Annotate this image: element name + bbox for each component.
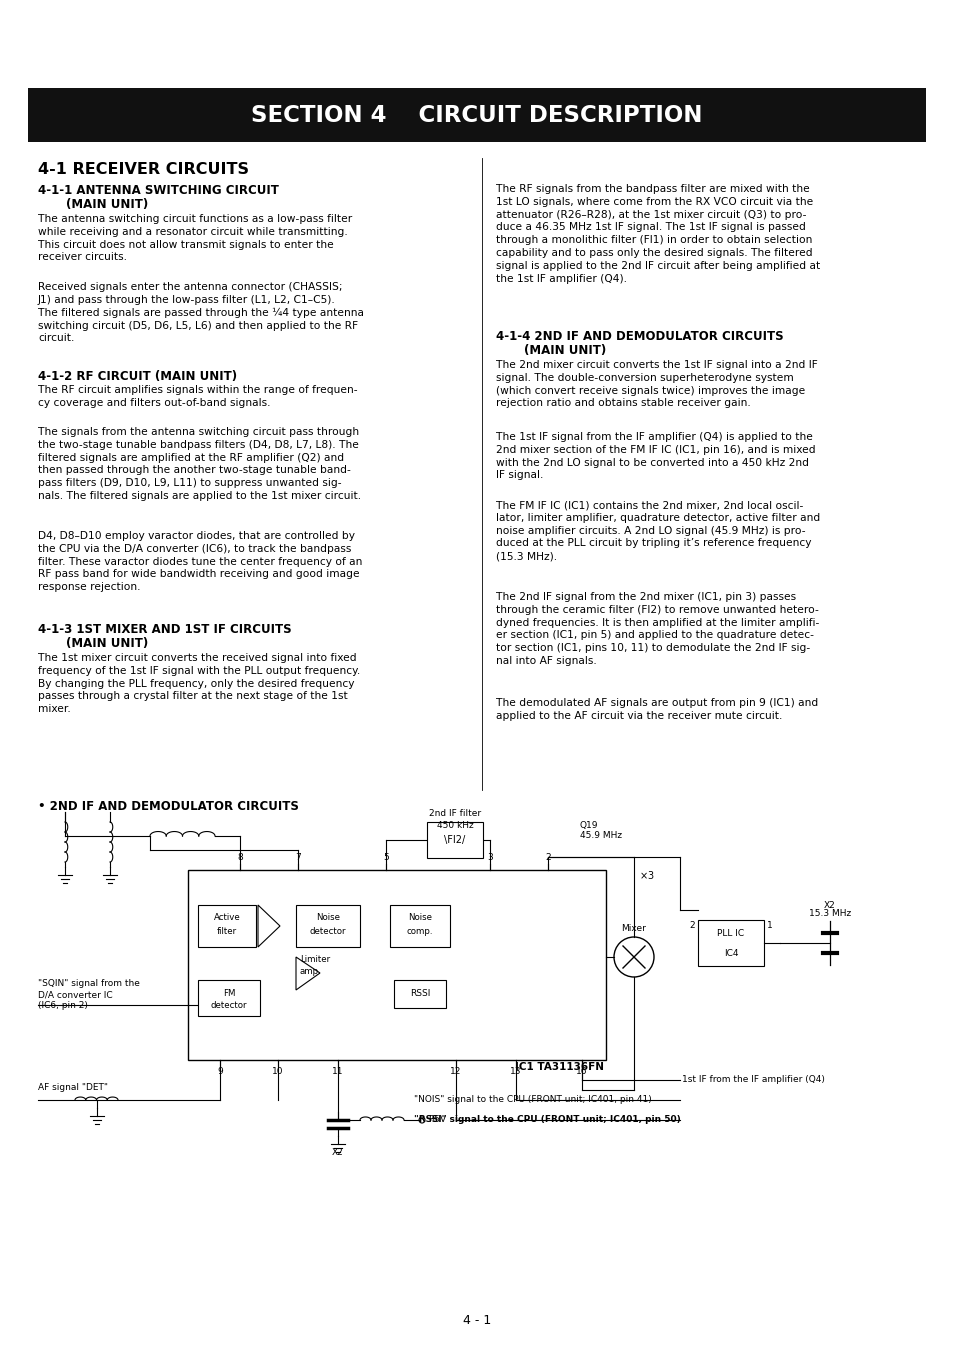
Text: The RF signals from the bandpass filter are mixed with the
1st LO signals, where: The RF signals from the bandpass filter … [496,184,820,284]
Text: 9: 9 [217,1067,223,1075]
Text: PLL IC: PLL IC [717,929,743,939]
Text: Noise: Noise [315,913,339,923]
Text: Noise: Noise [408,913,432,923]
Text: The 1st mixer circuit converts the received signal into fixed
frequency of the 1: The 1st mixer circuit converts the recei… [38,653,360,715]
Text: 5: 5 [383,852,389,862]
Text: 4-1-2 RF CIRCUIT (MAIN UNIT): 4-1-2 RF CIRCUIT (MAIN UNIT) [38,370,237,382]
Text: 1st IF from the IF amplifier (Q4): 1st IF from the IF amplifier (Q4) [681,1075,824,1085]
Text: The demodulated AF signals are output from pin 9 (IC1) and
applied to the AF cir: The demodulated AF signals are output fr… [496,698,818,721]
Text: 1: 1 [766,920,772,929]
Text: 8: 8 [237,852,243,862]
Text: 4-1-3 1ST MIXER AND 1ST IF CIRCUITS: 4-1-3 1ST MIXER AND 1ST IF CIRCUITS [38,623,292,636]
Text: IC4: IC4 [723,950,738,958]
Text: amp.: amp. [299,967,321,977]
Text: 13: 13 [510,1067,521,1075]
Text: The 2nd mixer circuit converts the 1st IF signal into a 2nd IF
signal. The doubl: The 2nd mixer circuit converts the 1st I… [496,359,817,408]
Text: • 2ND IF AND DEMODULATOR CIRCUITS: • 2ND IF AND DEMODULATOR CIRCUITS [38,800,298,813]
Bar [188,870,605,1061]
Text: The 2nd IF signal from the 2nd mixer (IC1, pin 3) passes
through the ceramic fil: The 2nd IF signal from the 2nd mixer (IC… [496,592,819,666]
Text: (MAIN UNIT): (MAIN UNIT) [523,345,605,357]
Text: 11: 11 [332,1067,343,1075]
Text: FM: FM [222,989,235,997]
Text: AF signal "DET": AF signal "DET" [38,1084,108,1092]
Text: 12: 12 [450,1067,461,1075]
Text: SECTION 4    CIRCUIT DESCRIPTION: SECTION 4 CIRCUIT DESCRIPTION [251,104,702,127]
Text: (MAIN UNIT): (MAIN UNIT) [66,638,148,650]
Text: detector: detector [310,927,346,935]
Text: 3: 3 [487,852,493,862]
Bar [394,979,446,1008]
Text: 7: 7 [294,852,300,862]
Text: 2: 2 [544,852,550,862]
Text: The 1st IF signal from the IF amplifier (Q4) is applied to the
2nd mixer section: The 1st IF signal from the IF amplifier … [496,432,815,481]
Text: \FI2/: \FI2/ [444,835,465,844]
Text: comp.: comp. [406,927,433,935]
Bar [28,88,925,142]
Text: Mixer: Mixer [621,924,646,934]
Text: IC1 TA31136FN: IC1 TA31136FN [515,1062,603,1071]
Text: R5V: R5V [428,1116,446,1124]
Text: "RSSI" signal to the CPU (FRONT unit; IC401, pin 50): "RSSI" signal to the CPU (FRONT unit; IC… [414,1116,680,1124]
Text: 2nd IF filter: 2nd IF filter [429,809,480,817]
Text: Q19: Q19 [579,821,598,830]
Text: 10: 10 [272,1067,283,1075]
Bar [390,905,450,947]
Text: filter: filter [216,927,236,935]
Text: RSSI: RSSI [410,989,430,998]
Text: X2: X2 [823,901,835,911]
Text: 45.9 MHz: 45.9 MHz [579,831,621,840]
Text: "SQIN" signal from the: "SQIN" signal from the [38,979,140,988]
Text: 4 - 1: 4 - 1 [462,1315,491,1328]
Bar [295,905,359,947]
Text: The signals from the antenna switching circuit pass through
the two-stage tunabl: The signals from the antenna switching c… [38,427,361,501]
Text: 450 kHz: 450 kHz [436,821,473,830]
Text: The antenna switching circuit functions as a low-pass filter
while receiving and: The antenna switching circuit functions … [38,213,352,262]
Text: Limiter: Limiter [299,955,330,965]
Text: The FM IF IC (IC1) contains the 2nd mixer, 2nd local oscil-
lator, limiter ampli: The FM IF IC (IC1) contains the 2nd mixe… [496,500,820,561]
Text: Received signals enter the antenna connector (CHASSIS;
J1) and pass through the : Received signals enter the antenna conne… [38,282,364,343]
Bar [427,821,482,858]
Text: X2: X2 [332,1148,343,1156]
Text: D4, D8–D10 employ varactor diodes, that are controlled by
the CPU via the D/A co: D4, D8–D10 employ varactor diodes, that … [38,531,362,592]
Bar [198,905,255,947]
Text: 15.3 MHz: 15.3 MHz [808,909,850,917]
Text: 4-1-4 2ND IF AND DEMODULATOR CIRCUITS: 4-1-4 2ND IF AND DEMODULATOR CIRCUITS [496,330,782,343]
Text: 16: 16 [576,1067,587,1075]
Text: D/A converter IC: D/A converter IC [38,990,112,998]
Text: (IC6, pin 2): (IC6, pin 2) [38,1001,88,1011]
Text: 2: 2 [688,920,694,929]
Text: The RF circuit amplifies signals within the range of frequen-
cy coverage and fi: The RF circuit amplifies signals within … [38,385,357,408]
Text: 4-1 RECEIVER CIRCUITS: 4-1 RECEIVER CIRCUITS [38,162,249,177]
Text: (MAIN UNIT): (MAIN UNIT) [66,199,148,211]
Text: $\times$3: $\times$3 [639,869,654,881]
Text: "NOIS" signal to the CPU (FRONT unit; IC401, pin 41): "NOIS" signal to the CPU (FRONT unit; IC… [414,1096,651,1105]
Text: detector: detector [211,1001,247,1011]
Bar [698,920,763,966]
Text: Active: Active [213,913,240,923]
Bar [198,979,260,1016]
Text: 4-1-1 ANTENNA SWITCHING CIRCUIT: 4-1-1 ANTENNA SWITCHING CIRCUIT [38,184,278,197]
